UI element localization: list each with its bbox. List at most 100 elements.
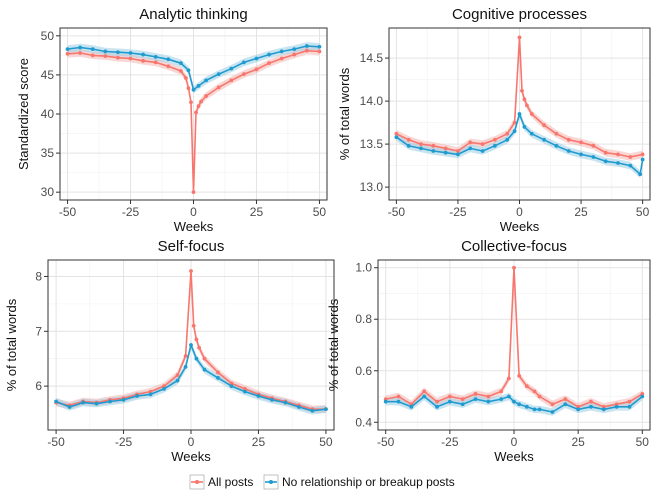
plot-area bbox=[394, 33, 645, 178]
x-tick-label: 25 bbox=[252, 435, 266, 449]
data-point-series-2 bbox=[394, 135, 399, 140]
panel-4: -50 -25 0 25 50 0.4 0.6 0.8 1.0 Collective-focus W… bbox=[326, 238, 651, 464]
data-point-series-2 bbox=[94, 401, 99, 406]
data-point-series-1 bbox=[512, 120, 517, 125]
data-point-series-2 bbox=[524, 404, 529, 409]
data-point-series-2 bbox=[512, 129, 517, 134]
x-tick-label: 0 bbox=[516, 205, 523, 219]
data-point-series-1 bbox=[591, 143, 596, 148]
x-tick-label: 25 bbox=[574, 205, 588, 219]
data-point-series-2 bbox=[229, 66, 234, 71]
data-point-series-2 bbox=[419, 146, 423, 151]
data-point-series-1 bbox=[103, 54, 108, 59]
x-tick-label: -25 bbox=[449, 205, 467, 219]
data-point-series-1 bbox=[512, 265, 516, 270]
data-point-series-1 bbox=[627, 399, 632, 404]
x-axis-title: Weeks bbox=[171, 449, 211, 464]
data-point-series-2 bbox=[270, 397, 274, 402]
y-tick-label: 0.8 bbox=[355, 312, 372, 326]
x-axis-title: Weeks bbox=[174, 219, 214, 234]
x-tick-label: 50 bbox=[636, 435, 650, 449]
data-point-series-1 bbox=[522, 97, 527, 102]
data-point-series-2 bbox=[529, 131, 534, 136]
data-point-series-1 bbox=[243, 386, 247, 391]
y-tick-label: 7 bbox=[35, 324, 42, 338]
data-point-series-1 bbox=[78, 51, 83, 55]
data-point-series-2 bbox=[135, 394, 139, 398]
data-point-series-1 bbox=[505, 131, 510, 136]
data-point-series-2 bbox=[67, 405, 72, 409]
data-point-series-2 bbox=[153, 55, 158, 59]
data-point-series-2 bbox=[54, 399, 58, 404]
data-point-series-2 bbox=[506, 394, 511, 399]
x-axis-title: Weeks bbox=[500, 219, 540, 234]
y-tick-label: 14.0 bbox=[360, 94, 384, 108]
legend-label: No relationship or breakup posts bbox=[282, 475, 455, 489]
data-point-series-2 bbox=[148, 392, 153, 397]
data-point-series-2 bbox=[90, 47, 95, 52]
y-tick-label: 45 bbox=[41, 68, 55, 82]
y-tick-label: 30 bbox=[41, 185, 55, 199]
y-tick-label: 0.4 bbox=[355, 415, 372, 429]
data-point-series-2 bbox=[216, 376, 220, 380]
data-point-series-2 bbox=[468, 146, 473, 151]
y-tick-label: 13.0 bbox=[360, 180, 384, 194]
data-point-series-1 bbox=[292, 52, 297, 57]
data-point-series-1 bbox=[473, 392, 478, 396]
data-point-series-2 bbox=[486, 399, 491, 404]
data-point-series-2 bbox=[627, 404, 632, 409]
data-point-series-1 bbox=[550, 402, 555, 407]
data-point-series-2 bbox=[422, 394, 427, 399]
x-tick-label: -50 bbox=[388, 205, 406, 219]
data-point-series-2 bbox=[601, 407, 606, 412]
data-point-series-1 bbox=[499, 389, 504, 394]
data-point-series-2 bbox=[279, 49, 284, 54]
data-point-series-2 bbox=[141, 52, 146, 57]
data-point-series-2 bbox=[554, 143, 559, 148]
x-tick-label: -50 bbox=[377, 435, 395, 449]
data-point-series-2 bbox=[532, 407, 537, 412]
data-point-series-2 bbox=[492, 143, 497, 148]
panel-title: Analytic thinking bbox=[139, 6, 247, 23]
data-point-series-2 bbox=[512, 399, 516, 404]
data-point-series-2 bbox=[229, 384, 234, 389]
data-point-series-1 bbox=[229, 381, 234, 386]
data-point-series-2 bbox=[121, 397, 126, 402]
data-point-series-1 bbox=[216, 85, 221, 90]
data-point-series-2 bbox=[324, 407, 328, 412]
data-point-series-1 bbox=[443, 146, 448, 151]
data-point-series-1 bbox=[153, 60, 158, 65]
plot-area bbox=[54, 267, 328, 415]
data-point-series-1 bbox=[603, 150, 608, 155]
data-point-series-1 bbox=[162, 384, 166, 389]
x-tick-label: 25 bbox=[250, 205, 264, 219]
y-tick-label: 14.5 bbox=[360, 51, 384, 65]
data-point-series-2 bbox=[166, 57, 171, 62]
data-point-series-2 bbox=[65, 47, 70, 52]
y-axis-title: % of total words bbox=[337, 67, 352, 160]
data-point-series-2 bbox=[196, 83, 201, 88]
data-point-series-2 bbox=[522, 125, 527, 129]
data-point-series-1 bbox=[480, 142, 485, 147]
data-point-series-2 bbox=[431, 149, 436, 153]
panel-title: Self-focus bbox=[158, 238, 225, 255]
legend-entry-2: No relationship or breakup posts bbox=[263, 474, 455, 490]
data-point-series-2 bbox=[517, 112, 522, 116]
data-point-series-2 bbox=[396, 399, 401, 404]
x-tick-label: 50 bbox=[313, 205, 327, 219]
data-point-series-2 bbox=[78, 45, 83, 50]
y-axis-title: % of total words bbox=[326, 298, 341, 391]
data-point-series-1 bbox=[148, 389, 153, 394]
data-point-series-1 bbox=[186, 86, 191, 91]
data-point-series-2 bbox=[292, 47, 297, 52]
data-point-series-1 bbox=[317, 49, 322, 54]
data-point-series-2 bbox=[116, 50, 120, 55]
data-point-series-2 bbox=[243, 389, 247, 394]
x-tick-label: -25 bbox=[115, 435, 133, 449]
data-point-series-2 bbox=[204, 78, 208, 83]
data-point-series-2 bbox=[304, 44, 309, 48]
data-point-series-2 bbox=[406, 143, 411, 148]
data-point-series-2 bbox=[456, 152, 460, 157]
series-line-2 bbox=[385, 395, 643, 413]
